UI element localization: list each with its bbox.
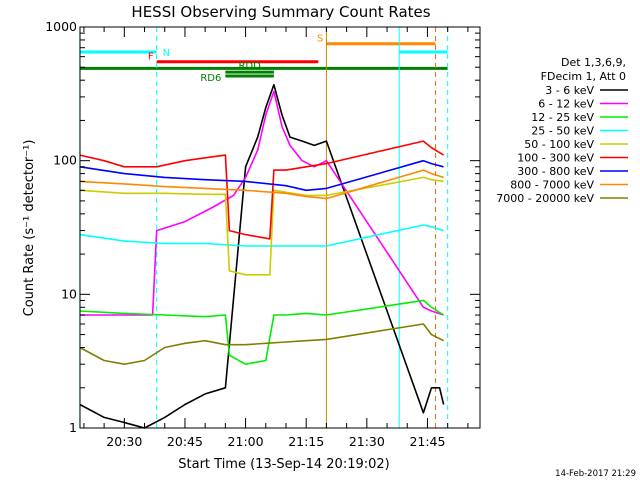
series-line <box>79 83 445 429</box>
flag-label: RDD <box>238 61 261 72</box>
y-tick-label: 100 <box>53 153 77 168</box>
legend-entry: 50 - 100 keV <box>524 138 594 151</box>
x-tick-label: 20:30 <box>106 434 142 449</box>
y-axis-label: Count Rate (s⁻¹ detector⁻¹) <box>22 140 37 317</box>
legend-entry: 100 - 300 keV <box>517 152 594 165</box>
x-tick-label: 21:15 <box>288 434 324 449</box>
series-line <box>79 159 444 192</box>
series-line <box>79 90 444 316</box>
legend-entry: 12 - 25 keV <box>531 111 594 124</box>
x-axis-label: Start Time (13-Sep-14 20:19:02) <box>178 457 389 472</box>
legend-entry: 6 - 12 keV <box>538 98 594 111</box>
y-tick-label: 1 <box>69 420 77 435</box>
legend-entry: 800 - 7000 keV <box>510 179 594 192</box>
flag-bars: N S F RDD RD6 <box>79 34 448 84</box>
footer-timestamp: 14-Feb-2017 21:29 <box>555 469 636 479</box>
legend-entry: 3 - 6 keV <box>545 84 594 97</box>
series-line <box>79 140 445 240</box>
y-tick-label: 10 <box>61 286 77 301</box>
flag-label: RD6 <box>200 73 221 84</box>
legend-header: Det 1,3,6,9, <box>561 56 626 69</box>
plot-series <box>79 83 445 429</box>
flag-label: F <box>148 52 154 63</box>
x-axis: 20:30 20:45 21:00 21:15 21:30 21:45 <box>83 27 469 449</box>
series-line <box>79 299 445 366</box>
x-tick-label: 20:45 <box>167 434 203 449</box>
legend-entry: 300 - 800 keV <box>517 165 594 178</box>
chart-title: HESSI Observing Summary Count Rates <box>131 3 430 21</box>
x-tick-label: 21:00 <box>228 434 264 449</box>
series-line <box>79 169 444 200</box>
mode-change-lines <box>79 27 449 428</box>
legend-header: FDecim 1, Att 0 <box>541 70 626 83</box>
y-tick-label: 1000 <box>45 19 77 34</box>
x-tick-label: 21:30 <box>349 434 385 449</box>
series-line <box>79 323 444 366</box>
legend-entry: 7000 - 20000 keV <box>496 192 594 205</box>
flag-label: N <box>163 48 170 59</box>
y-axis: 1 10 100 1000 <box>45 19 480 435</box>
series-line <box>79 176 444 276</box>
plot-frame <box>79 26 481 429</box>
flag-label: S <box>317 34 323 45</box>
legend-entry: 25 - 50 keV <box>531 125 594 138</box>
series-line <box>79 224 444 247</box>
x-tick-label: 21:45 <box>409 434 445 449</box>
